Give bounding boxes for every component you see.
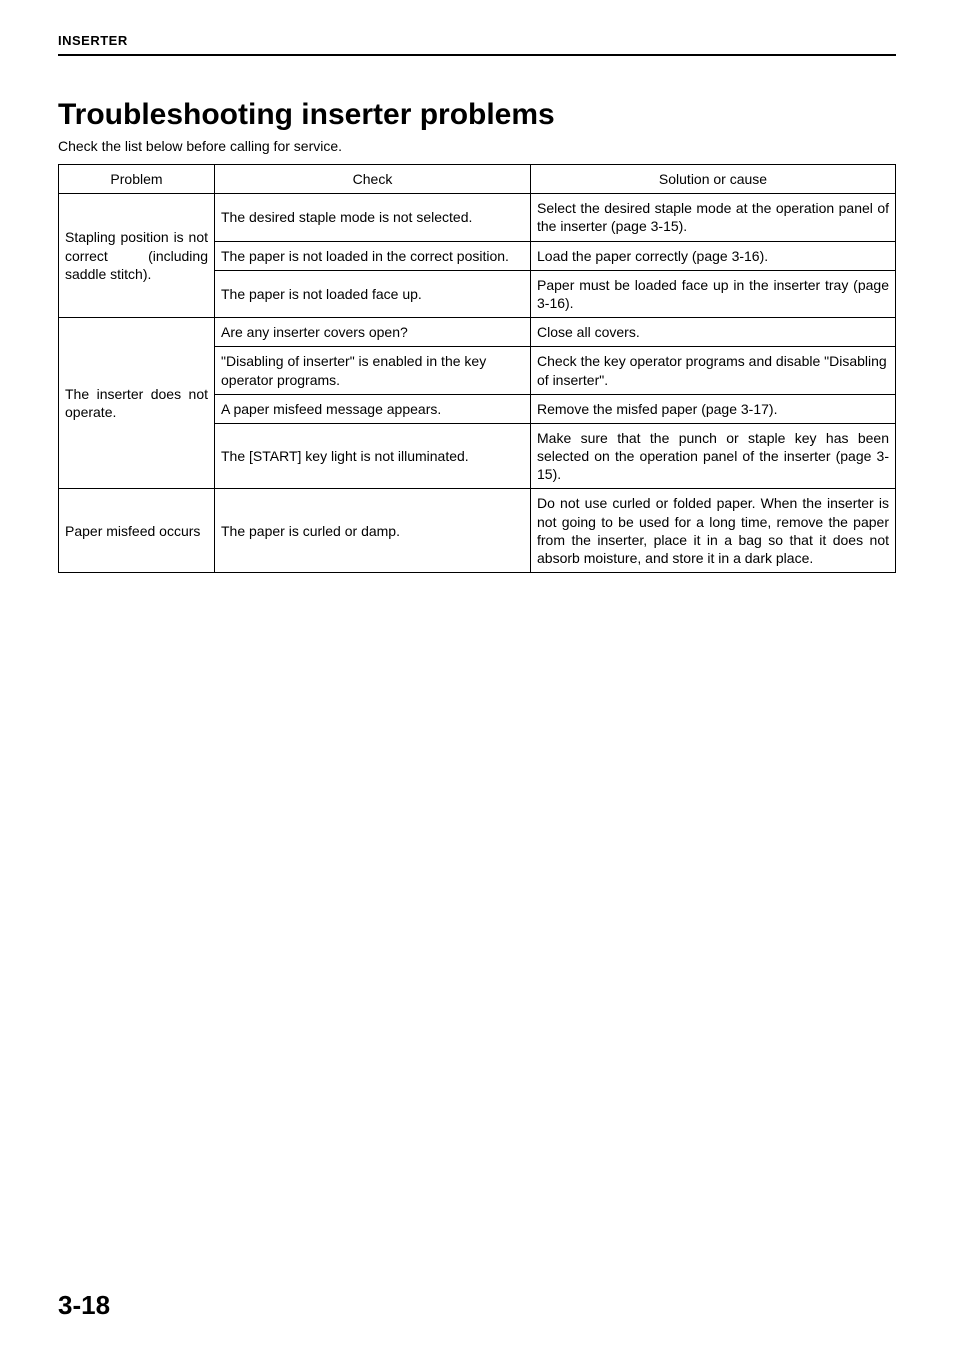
running-header: INSERTER [58,32,896,56]
cell-solution: Select the desired staple mode at the op… [531,194,896,241]
cell-problem: Paper misfeed occurs [59,489,215,573]
table-header-row: Problem Check Solution or cause [59,165,896,194]
troubleshooting-table: Problem Check Solution or cause Stapling… [58,164,896,573]
cell-check: The paper is not loaded face up. [215,270,531,317]
table-row: The inserter does not operate. Are any i… [59,318,896,347]
cell-problem: Stapling position is not correct (includ… [59,194,215,318]
col-header-problem: Problem [59,165,215,194]
page-number: 3-18 [58,1290,110,1321]
cell-solution: Load the paper correctly (page 3-16). [531,241,896,270]
table-row: Paper misfeed occurs The paper is curled… [59,489,896,573]
cell-solution: Check the key operator programs and disa… [531,347,896,394]
col-header-solution: Solution or cause [531,165,896,194]
cell-solution: Close all covers. [531,318,896,347]
table-row: Stapling position is not correct (includ… [59,194,896,241]
cell-solution: Do not use curled or folded paper. When … [531,489,896,573]
col-header-check: Check [215,165,531,194]
header-rule [58,54,896,56]
cell-check: The paper is not loaded in the correct p… [215,241,531,270]
cell-problem: The inserter does not operate. [59,318,215,489]
page-title: Troubleshooting inserter problems [58,98,896,132]
page: INSERTER Troubleshooting inserter proble… [0,0,954,1351]
cell-check: Are any inserter covers open? [215,318,531,347]
cell-solution: Remove the misfed paper (page 3-17). [531,394,896,423]
cell-solution: Paper must be loaded face up in the inse… [531,270,896,317]
cell-check: The desired staple mode is not selected. [215,194,531,241]
cell-solution: Make sure that the punch or staple key h… [531,423,896,489]
header-label: INSERTER [58,33,128,48]
cell-check: The [START] key light is not illuminated… [215,423,531,489]
cell-check: A paper misfeed message appears. [215,394,531,423]
page-subtitle: Check the list below before calling for … [58,138,896,154]
cell-check: The paper is curled or damp. [215,489,531,573]
cell-check: "Disabling of inserter" is enabled in th… [215,347,531,394]
